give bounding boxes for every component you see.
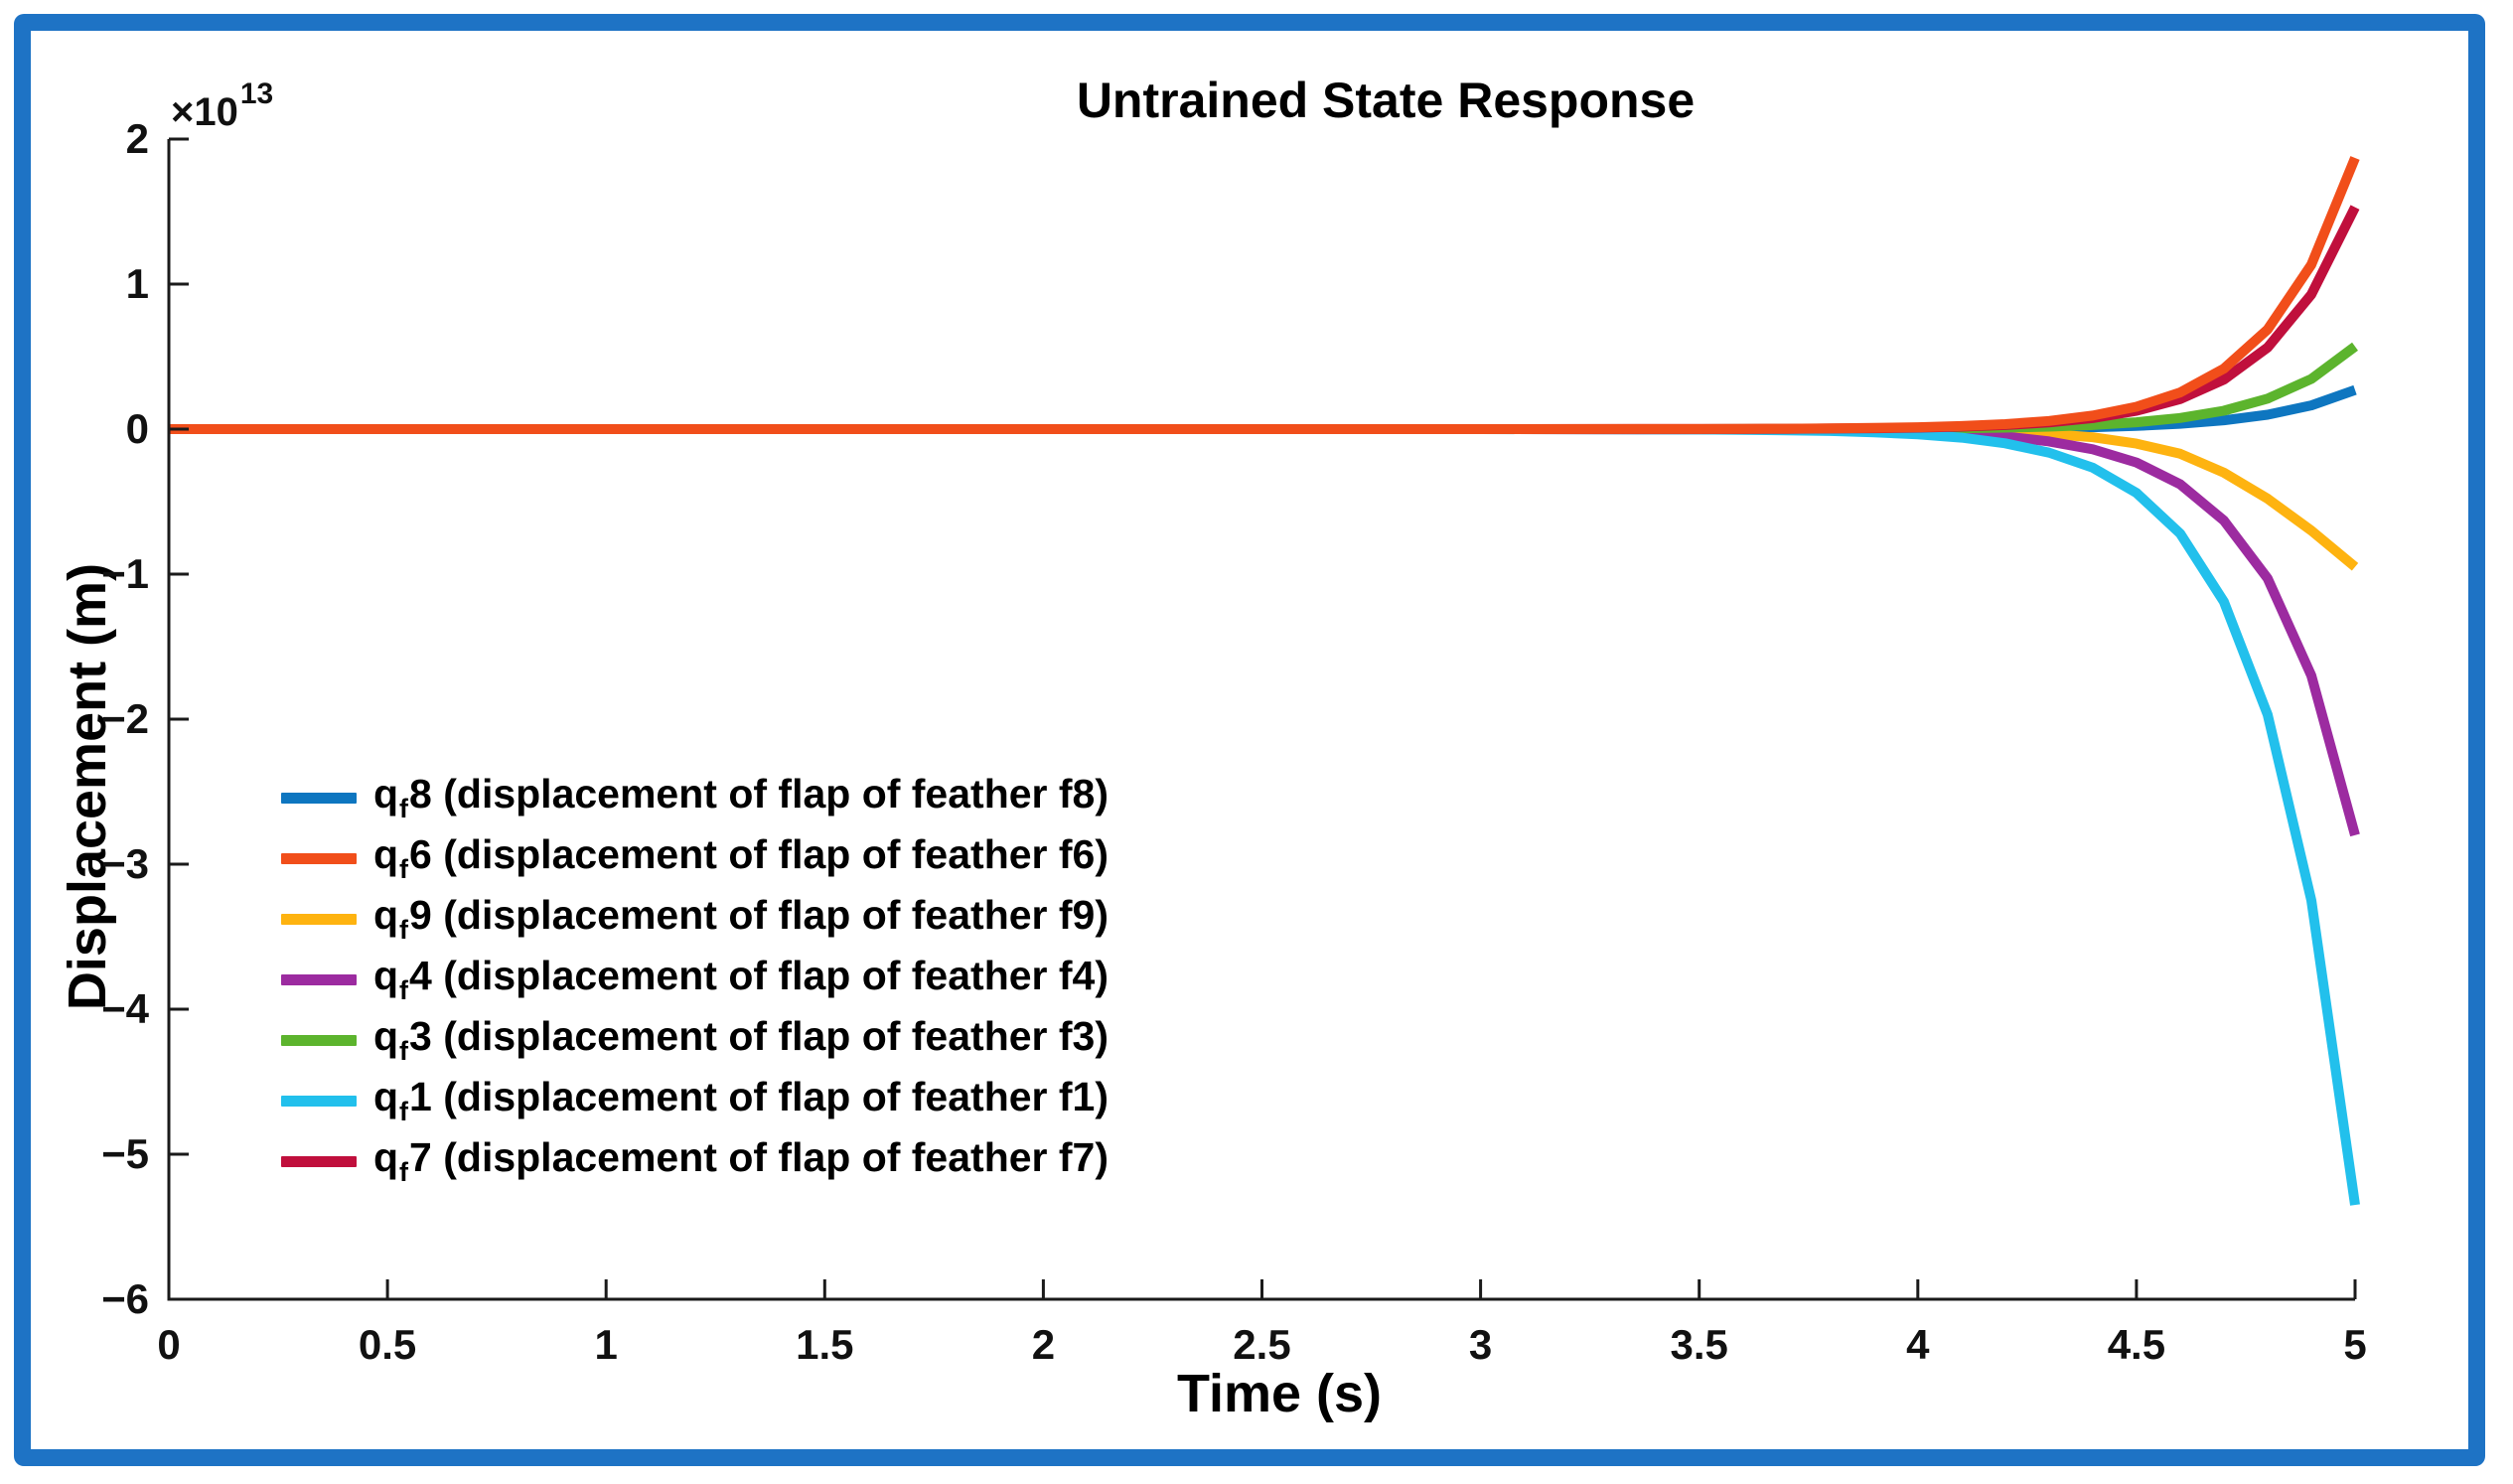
chart-title: Untrained State Response: [1076, 73, 1696, 128]
x-tick-label: 4.5: [2107, 1321, 2166, 1368]
y-tick-label: 1: [125, 260, 149, 307]
series-line-qf6: [169, 156, 2360, 434]
y-tick-label: −5: [101, 1130, 149, 1177]
y-tick-label: −4: [101, 985, 149, 1032]
y-tick-label: −2: [101, 695, 149, 742]
y-tick-label: −3: [101, 840, 149, 887]
x-tick-label: 0: [157, 1321, 181, 1368]
x-tick-label: 2: [1031, 1321, 1056, 1368]
series-line-qf1: [169, 424, 2360, 1206]
x-tick-label: 5: [2343, 1321, 2367, 1368]
exponent-power: 13: [239, 77, 274, 110]
y-tick-label: 0: [125, 405, 149, 452]
x-tick-label: 3: [1468, 1321, 1493, 1368]
x-tick-label: 2.5: [1233, 1321, 1291, 1368]
series-line-qf4: [169, 424, 2360, 837]
x-axis-label: Time (s): [1176, 1364, 1383, 1423]
y-tick-label: −1: [101, 550, 149, 597]
x-tick-label: 4: [1906, 1321, 1930, 1368]
exponent-base: ×10: [171, 90, 238, 134]
x-tick-label: 3.5: [1670, 1321, 1728, 1368]
y-axis-exponent-label: ×1013: [171, 77, 273, 135]
series-line-qf7: [169, 205, 2360, 434]
y-tick-label: 2: [125, 115, 149, 162]
x-tick-label: 0.5: [358, 1321, 417, 1368]
y-tick-label: −6: [101, 1275, 149, 1322]
x-tick-label: 1: [594, 1321, 618, 1368]
series-line-qf3: [169, 342, 2358, 434]
x-tick-label: 1.5: [796, 1321, 854, 1368]
y-axis-label: Displacement (m): [58, 562, 117, 1011]
axis-lines: [167, 139, 2355, 1301]
